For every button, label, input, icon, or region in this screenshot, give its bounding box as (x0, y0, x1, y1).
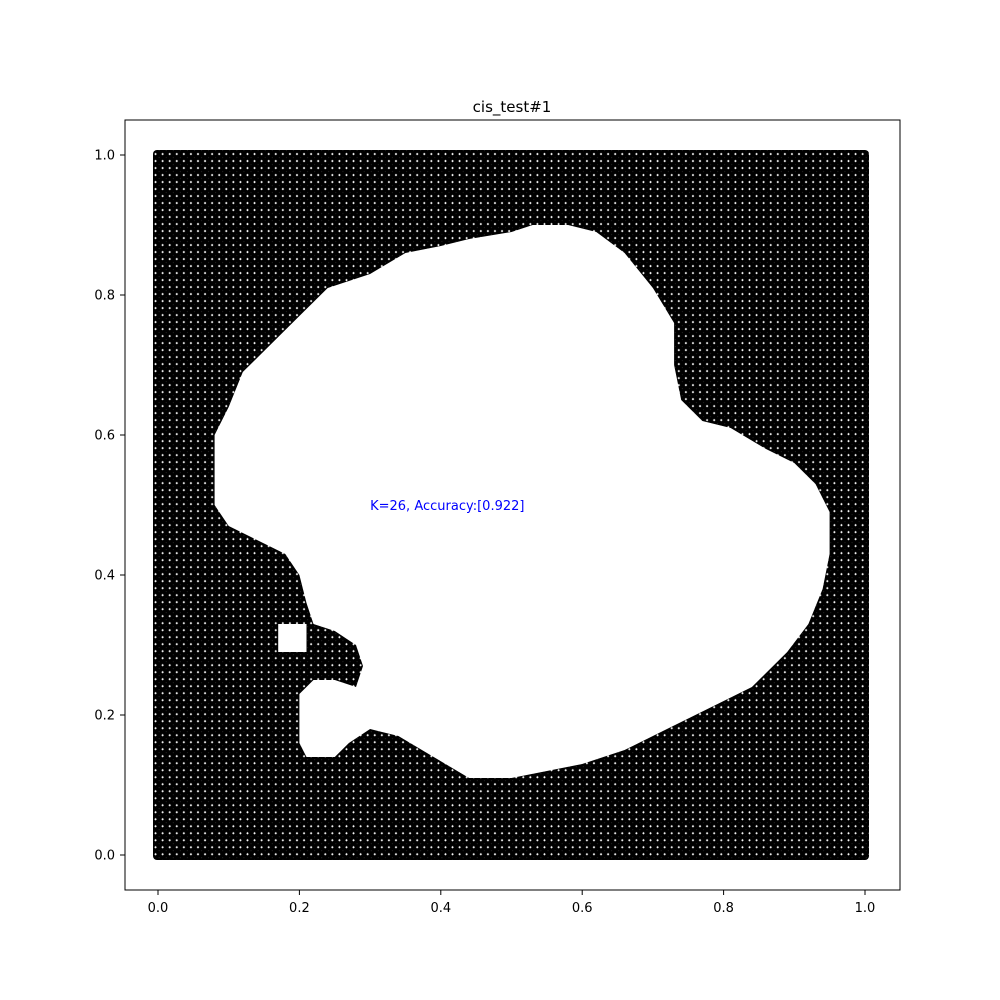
plot-area: K=26, Accuracy:[0.922] (153, 150, 869, 860)
axes-frame (124, 119, 901, 891)
x-tick-label: 1.0 (855, 901, 876, 916)
white-class-region (214, 225, 830, 778)
x-tick-label: 0.8 (713, 901, 734, 916)
accuracy-annotation: K=26, Accuracy:[0.922] (370, 499, 524, 514)
x-tick-label: 0.0 (148, 901, 169, 916)
y-tick-label: 0.2 (94, 709, 115, 724)
x-tick-label: 0.2 (289, 901, 310, 916)
chart-title: cis_test#1 (473, 98, 552, 117)
y-axis: 0.0 0.2 0.4 0.6 0.8 1.0 (94, 149, 125, 864)
y-tick-label: 0.4 (94, 569, 115, 584)
y-tick-label: 0.0 (94, 849, 115, 864)
y-tick-label: 0.6 (94, 429, 115, 444)
x-tick-label: 0.6 (572, 901, 593, 916)
white-class-island (278, 624, 307, 652)
y-tick-label: 0.8 (94, 289, 115, 304)
y-tick-label: 1.0 (94, 149, 115, 164)
x-axis: 0.0 0.2 0.4 0.6 0.8 1.0 (148, 890, 876, 916)
x-tick-label: 0.4 (430, 901, 451, 916)
